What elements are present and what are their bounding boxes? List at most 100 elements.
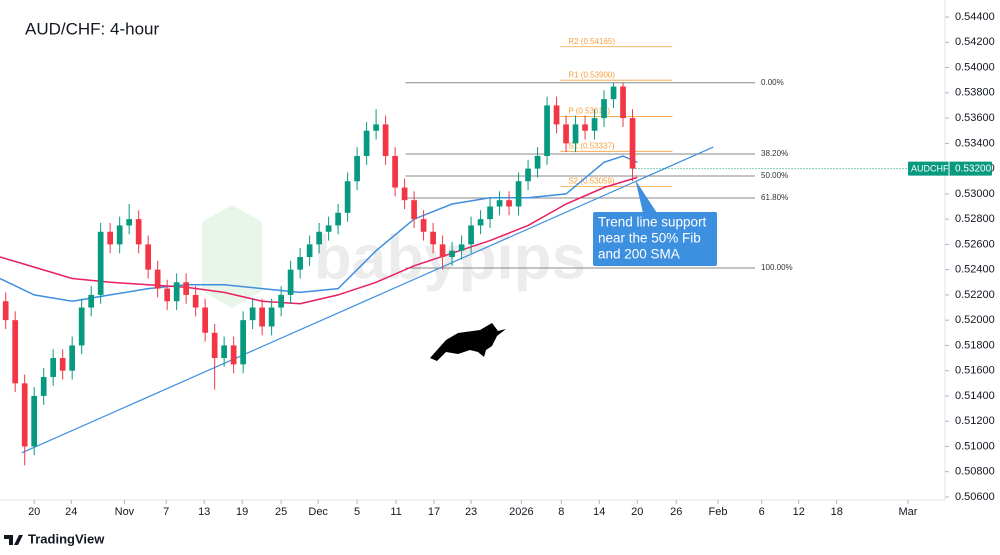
candle-body: [382, 124, 389, 156]
candle-body: [553, 105, 560, 125]
candle-body: [620, 86, 626, 119]
candle-body: [259, 307, 265, 327]
x-tick-label: 19: [236, 506, 248, 518]
y-tick-label: 0.54400: [955, 11, 995, 23]
candle-body: [487, 206, 493, 220]
x-tick-label: Dec: [308, 506, 328, 518]
pivot-label: R2 (0.54165): [568, 37, 615, 46]
trend-line: [21, 146, 714, 454]
candle-body: [354, 155, 360, 182]
candle-body: [468, 225, 474, 245]
watermark: babypips: [314, 223, 586, 292]
candle-body: [610, 86, 617, 100]
pivot-label: R1 (0.53900): [568, 70, 615, 79]
candle-body: [78, 307, 85, 346]
y-tick-label: 0.52600: [955, 238, 995, 250]
candle-body: [211, 332, 218, 359]
y-tick-label: 0.52200: [955, 289, 995, 301]
pivot-label: P (0.53613): [568, 107, 610, 116]
y-tick-label: 0.51200: [955, 415, 995, 427]
x-tick-label: 23: [465, 506, 477, 518]
x-tick-label: 13: [198, 506, 210, 518]
y-tick-label: 0.54200: [955, 36, 995, 48]
y-tick-label: 0.50600: [955, 491, 995, 503]
candle-body: [401, 187, 408, 201]
y-tick-label: 0.53400: [955, 137, 995, 149]
candle-body: [458, 244, 465, 251]
candle-body: [629, 118, 636, 169]
callout-text: near the 50% Fib: [598, 231, 701, 246]
candle-body: [40, 376, 47, 396]
x-tick-label: 26: [670, 506, 682, 518]
candle-body: [173, 282, 180, 302]
x-tick-label: 11: [390, 506, 401, 518]
y-tick-label: 0.51600: [955, 365, 995, 377]
brand-logo: TradingView: [4, 531, 105, 546]
candle-body: [534, 155, 541, 169]
candle-body: [449, 250, 455, 258]
candle-body: [563, 124, 569, 144]
candle-body: [335, 212, 341, 226]
candle-body: [525, 168, 531, 182]
fib-label: 0.00%: [761, 78, 784, 87]
candle-body: [591, 118, 598, 131]
candle-body: [268, 307, 275, 327]
candle-body: [287, 269, 294, 295]
fib-label: 100.00%: [761, 263, 793, 272]
y-tick-label: 0.51400: [955, 390, 995, 402]
x-tick-label: 20: [28, 506, 40, 518]
candle-body: [344, 181, 351, 213]
candle-body: [183, 282, 189, 295]
candle-body: [496, 200, 503, 207]
candle-body: [2, 301, 9, 321]
x-tick-label: 24: [65, 506, 77, 518]
bull-icon: [430, 323, 506, 361]
candle-body: [50, 358, 57, 377]
candle-body: [316, 231, 322, 245]
y-tick-label: 0.53600: [955, 112, 995, 124]
x-tick-label: Mar: [898, 506, 917, 518]
candle-body: [420, 219, 427, 232]
candle-body: [477, 219, 484, 226]
candle-body: [306, 244, 313, 258]
fib-label: 61.80%: [761, 193, 788, 202]
callout-box: [593, 212, 717, 266]
brand: TradingView: [28, 531, 105, 546]
candle-body: [221, 345, 227, 359]
callout-text: and 200 SMA: [598, 247, 680, 262]
candle-body: [363, 130, 370, 156]
candle-body: [430, 231, 436, 245]
candle-body: [240, 320, 246, 365]
candle-body: [572, 124, 579, 144]
pivot-label: S2 (0.53059): [568, 177, 615, 186]
candle-body: [230, 345, 237, 365]
x-tick-label: 20: [631, 506, 643, 518]
candle-body: [278, 294, 284, 308]
candle-body: [325, 225, 332, 232]
y-tick-label: 0.52000: [955, 314, 995, 326]
x-tick-label: 2026: [509, 506, 533, 518]
last-price-tag: [908, 161, 992, 176]
callout-pointer: [635, 179, 657, 213]
candle-body: [21, 383, 28, 447]
x-tick-label: Nov: [115, 506, 135, 518]
x-tick-label: 14: [593, 506, 605, 518]
fib-label: 50.00%: [761, 171, 788, 180]
x-tick-label: 25: [275, 506, 287, 518]
candle-body: [601, 99, 607, 119]
candle-body: [126, 219, 133, 226]
y-tick-label: 0.51800: [955, 339, 995, 351]
moving-average: [0, 155, 638, 302]
candle-body: [135, 219, 142, 245]
candle-body: [515, 181, 522, 207]
candle-body: [544, 105, 550, 156]
x-tick-label: 7: [163, 506, 169, 518]
y-tick-label: 0.52400: [955, 264, 995, 276]
y-tick-label: 0.53800: [955, 87, 995, 99]
candle-body: [411, 200, 417, 220]
moving-average: [0, 176, 638, 305]
candle-body: [506, 200, 512, 207]
candle-body: [192, 294, 199, 308]
